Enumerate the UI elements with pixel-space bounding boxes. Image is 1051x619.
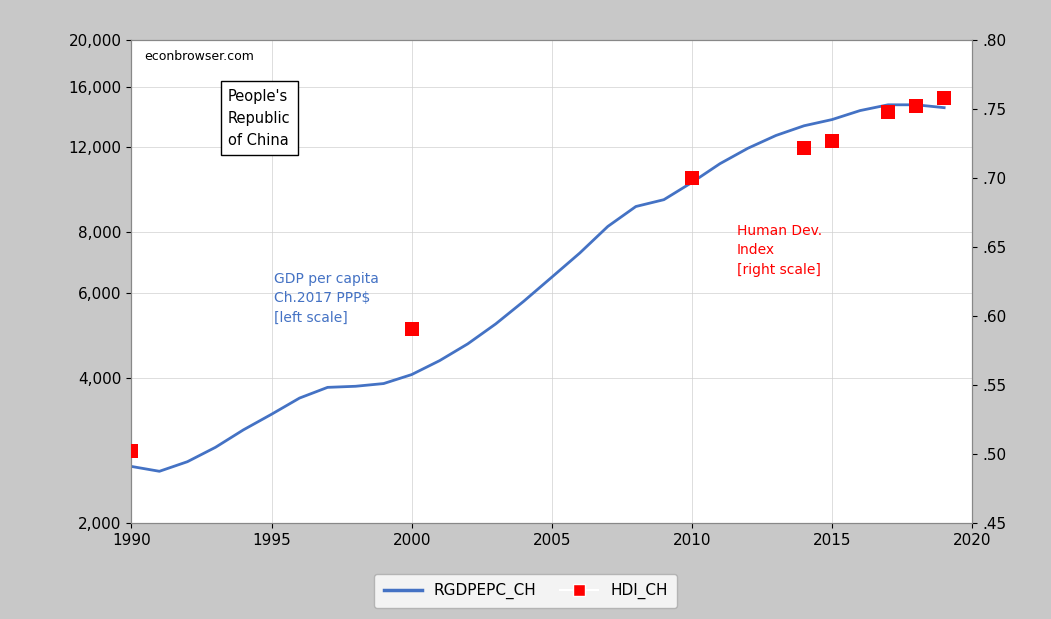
Text: GDP per capita
Ch.2017 PPP$
[left scale]: GDP per capita Ch.2017 PPP$ [left scale]: [274, 272, 379, 325]
Point: [123, 446, 140, 456]
Legend: RGDPEPC_CH, HDI_CH: RGDPEPC_CH, HDI_CH: [374, 574, 677, 608]
Point: [908, 102, 925, 111]
Point: [824, 136, 841, 146]
Point: [796, 143, 812, 153]
Text: People's
Republic
of China: People's Republic of China: [228, 89, 291, 148]
Text: Human Dev.
Index
[right scale]: Human Dev. Index [right scale]: [737, 223, 822, 277]
Point: [404, 324, 420, 334]
Point: [880, 107, 897, 117]
Point: [935, 93, 952, 103]
Point: [683, 173, 700, 183]
Text: econbrowser.com: econbrowser.com: [144, 50, 254, 63]
